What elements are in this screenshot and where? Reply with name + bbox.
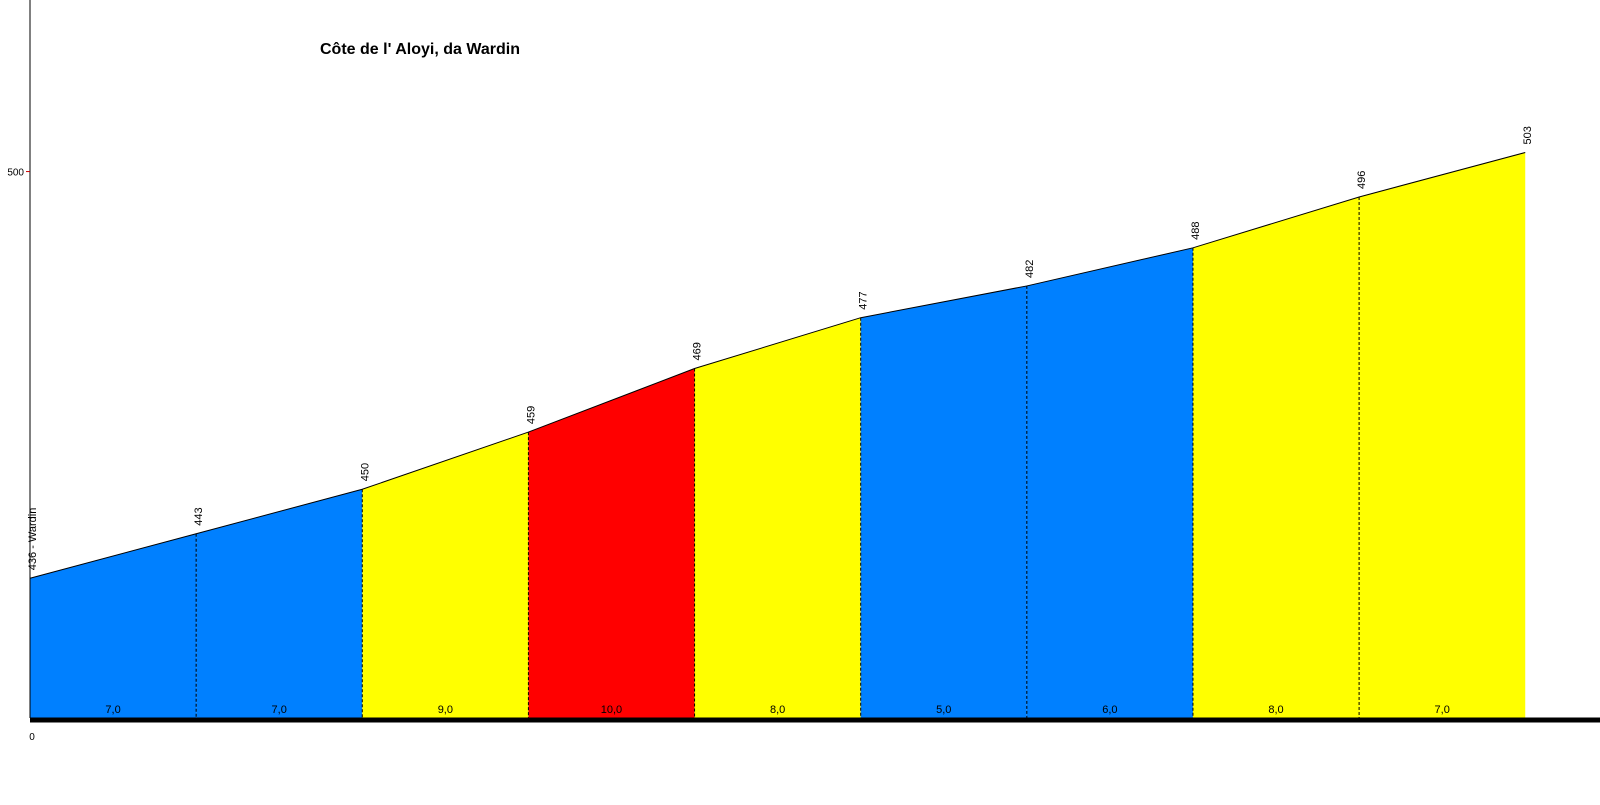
segment xyxy=(362,432,529,718)
segment xyxy=(860,285,1027,718)
elevation-label: 436 - Wardin xyxy=(27,508,39,571)
elevation-label: 488 xyxy=(1190,221,1202,239)
elevation-label: 477 xyxy=(858,291,870,309)
elevation-label: 450 xyxy=(359,463,371,481)
gradient-label: 7,0 xyxy=(105,704,120,716)
segment xyxy=(1026,247,1193,719)
gradient-label: 9,0 xyxy=(438,704,453,716)
chart-title: Côte de l' Aloyi, da Wardin xyxy=(320,41,520,58)
gradient-label: 6,0 xyxy=(1102,704,1117,716)
segment xyxy=(196,489,363,718)
elevation-label: 482 xyxy=(1024,260,1036,278)
elevation-label: 469 xyxy=(692,342,704,360)
gradient-label: 10,0 xyxy=(601,704,622,716)
elevation-label: 459 xyxy=(525,406,537,424)
segment xyxy=(1359,152,1526,718)
gradient-label: 7,0 xyxy=(272,704,287,716)
y-tick-label: 500 xyxy=(7,168,24,179)
gradient-label: 5,0 xyxy=(936,704,951,716)
elevation-label: 496 xyxy=(1356,171,1368,189)
elevation-label: 443 xyxy=(193,507,205,525)
segment xyxy=(694,317,861,718)
x-tick-label: 0 xyxy=(29,732,35,743)
gradient-label: 8,0 xyxy=(770,704,785,716)
gradient-label: 8,0 xyxy=(1268,704,1283,716)
segment xyxy=(1192,196,1360,718)
gradient-label: 7,0 xyxy=(1435,704,1450,716)
segment xyxy=(528,368,695,718)
elevation-label: 503 xyxy=(1522,126,1534,144)
segment xyxy=(30,533,197,718)
profile-line xyxy=(29,152,1526,579)
